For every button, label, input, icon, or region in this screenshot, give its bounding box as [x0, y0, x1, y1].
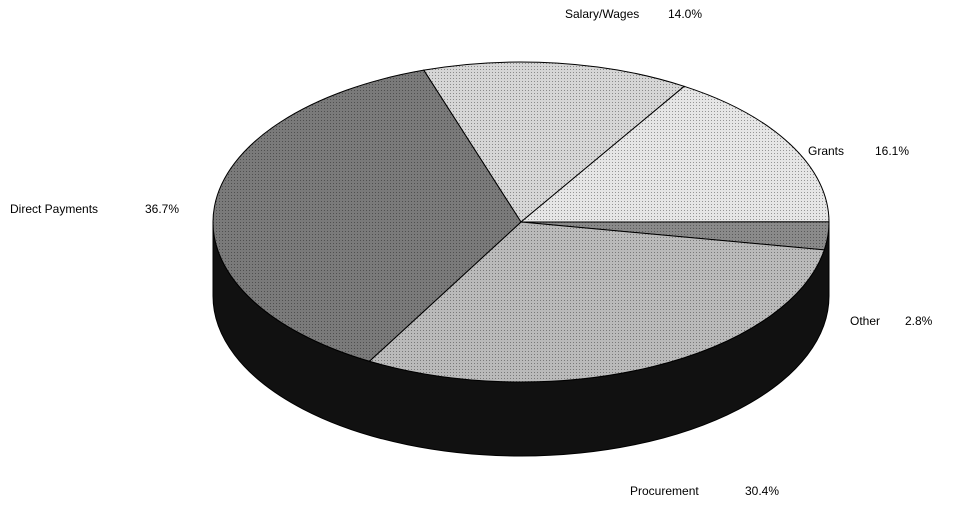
slice-value-label: 30.4% [745, 484, 779, 498]
slice-value-label: 14.0% [668, 7, 702, 21]
slice-label: Procurement [630, 484, 699, 498]
slice-texture [521, 86, 829, 222]
slice-value-label: 2.8% [905, 314, 933, 328]
slice-value-label: 36.7% [145, 202, 179, 216]
slice-label: Grants [808, 144, 844, 158]
slice-texture [369, 222, 825, 382]
slice-label: Salary/Wages [565, 7, 639, 21]
slice-texture [212, 70, 521, 362]
slice-label: Direct Payments [10, 202, 98, 216]
slice-value-label: 16.1% [875, 144, 909, 158]
slice-texture [423, 61, 685, 222]
slice-label: Other [850, 314, 880, 328]
